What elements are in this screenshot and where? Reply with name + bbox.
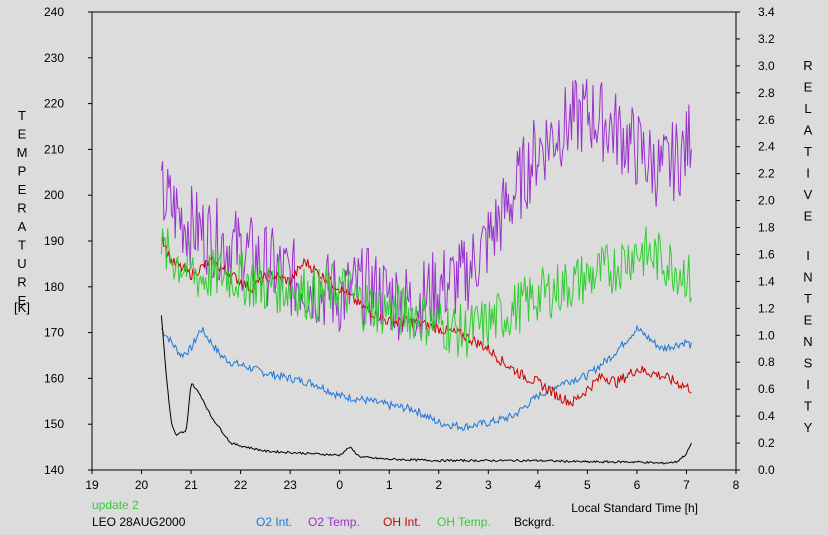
right-tick-label: 1.4 xyxy=(758,274,775,288)
left-tick-label: 140 xyxy=(44,463,64,477)
right-axis-letter: Y xyxy=(804,420,813,435)
right-tick-label: 1.8 xyxy=(758,221,775,235)
left-tick-label: 230 xyxy=(44,51,64,65)
right-axis-letter: I xyxy=(806,166,810,181)
station-annotation: LEO 28AUG2000 xyxy=(92,515,186,529)
left-axis-letter: E xyxy=(18,182,27,197)
x-tick-label: 0 xyxy=(336,478,343,492)
right-tick-label: 0.4 xyxy=(758,409,775,423)
right-tick-label: 1.6 xyxy=(758,247,775,261)
right-axis-letter: N xyxy=(803,270,812,285)
right-tick-label: 2.4 xyxy=(758,140,775,154)
x-axis-label: Local Standard Time [h] xyxy=(571,501,698,515)
left-axis-letter: A xyxy=(18,219,27,234)
left-axis-letter: T xyxy=(18,108,26,123)
legend-entry: O2 Temp. xyxy=(308,515,360,529)
series-line-o2-temp xyxy=(160,78,692,341)
right-axis-letter: T xyxy=(804,399,812,414)
right-tick-label: 1.2 xyxy=(758,301,775,315)
right-axis-letter: E xyxy=(804,313,813,328)
left-tick-label: 150 xyxy=(44,417,64,431)
right-axis-letter: E xyxy=(804,80,813,95)
left-axis-letter: E xyxy=(18,127,27,142)
left-tick-label: 200 xyxy=(44,188,64,202)
update-annotation: update 2 xyxy=(92,498,139,512)
left-axis-unit: [K] xyxy=(14,300,30,315)
right-tick-label: 3.4 xyxy=(758,5,775,19)
right-tick-label: 0.2 xyxy=(758,436,775,450)
right-tick-label: 2.2 xyxy=(758,167,775,181)
x-tick-label: 8 xyxy=(733,478,740,492)
right-axis-letter: I xyxy=(806,248,810,263)
x-tick-label: 4 xyxy=(535,478,542,492)
x-tick-label: 2 xyxy=(435,478,442,492)
left-tick-label: 170 xyxy=(44,326,64,340)
right-axis-letter: R xyxy=(803,58,812,73)
x-tick-label: 20 xyxy=(135,478,149,492)
right-axis-letter: L xyxy=(804,101,811,116)
right-tick-label: 1.0 xyxy=(758,328,775,342)
right-tick-label: 2.6 xyxy=(758,113,775,127)
right-axis-letter: T xyxy=(804,291,812,306)
x-tick-label: 6 xyxy=(634,478,641,492)
left-axis-letter: U xyxy=(17,256,26,271)
x-tick-label: 22 xyxy=(234,478,248,492)
left-tick-label: 240 xyxy=(44,5,64,19)
series-line-o2-int xyxy=(161,324,692,432)
left-axis-letter: M xyxy=(17,145,28,160)
legend-entry: O2 Int. xyxy=(256,515,292,529)
right-tick-label: 2.0 xyxy=(758,194,775,208)
right-axis-letter: A xyxy=(804,123,813,138)
series-line-bckgrd xyxy=(160,315,692,465)
left-axis-letter: T xyxy=(18,238,26,253)
left-axis-letter: E xyxy=(18,293,27,308)
right-axis-letter: T xyxy=(804,144,812,159)
right-tick-label: 0.8 xyxy=(758,355,775,369)
left-tick-label: 190 xyxy=(44,234,64,248)
legend-entry: OH Int. xyxy=(383,515,421,529)
series-line-oh-temp xyxy=(160,226,692,358)
right-tick-label: 3.2 xyxy=(758,32,775,46)
right-axis-letter: E xyxy=(804,209,813,224)
right-tick-label: 3.0 xyxy=(758,59,775,73)
right-tick-label: 0.0 xyxy=(758,463,775,477)
right-tick-label: 0.6 xyxy=(758,382,775,396)
right-axis-letter: V xyxy=(804,187,813,202)
left-tick-label: 180 xyxy=(44,280,64,294)
left-axis-letter: R xyxy=(17,275,26,290)
x-tick-label: 23 xyxy=(283,478,297,492)
legend-entry: OH Temp. xyxy=(437,515,491,529)
x-tick-label: 7 xyxy=(683,478,690,492)
right-axis-letter: S xyxy=(804,356,813,371)
right-axis-letter: I xyxy=(806,377,810,392)
x-tick-label: 1 xyxy=(386,478,393,492)
x-tick-label: 3 xyxy=(485,478,492,492)
left-tick-label: 160 xyxy=(44,371,64,385)
legend-entry: Bckgrd. xyxy=(514,515,555,529)
left-tick-label: 210 xyxy=(44,142,64,156)
x-tick-label: 19 xyxy=(85,478,99,492)
right-tick-label: 2.8 xyxy=(758,86,775,100)
x-tick-label: 21 xyxy=(184,478,198,492)
left-axis-letter: P xyxy=(18,164,27,179)
x-tick-label: 5 xyxy=(584,478,591,492)
left-axis-letter: R xyxy=(17,201,26,216)
left-tick-label: 220 xyxy=(44,97,64,111)
right-axis-letter: N xyxy=(803,334,812,349)
